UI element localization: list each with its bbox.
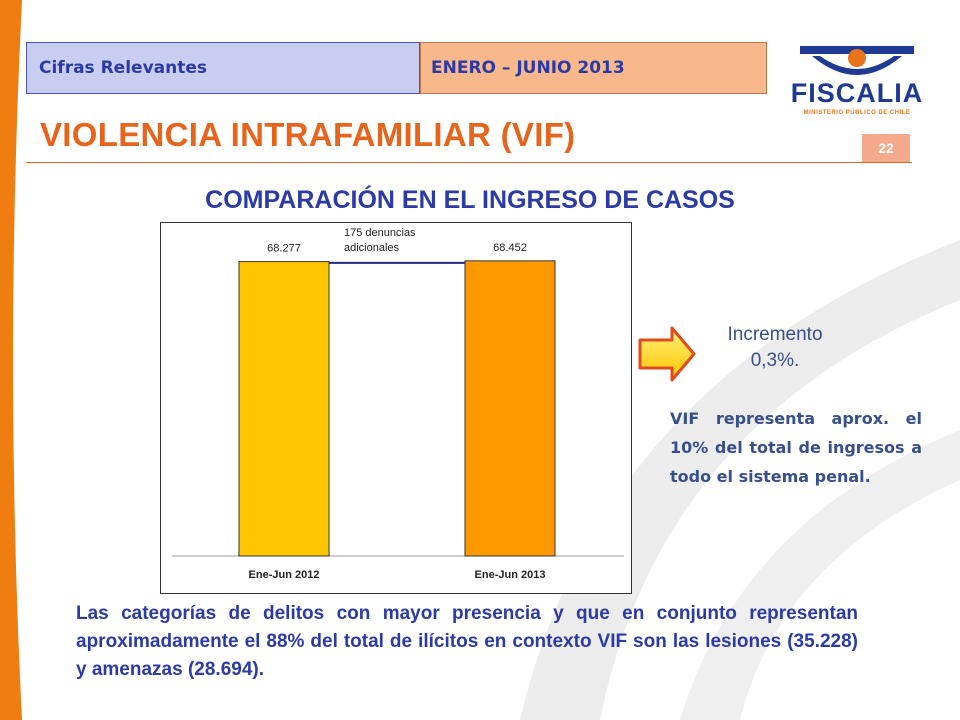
- category-label-1: Ene-Jun 2012: [249, 569, 320, 581]
- bar-1: [238, 261, 330, 557]
- data-label-2: 68.452: [493, 242, 527, 254]
- section-header: Cifras Relevantes: [26, 42, 420, 94]
- page-number-badge: 22: [862, 134, 910, 162]
- bottom-paragraph: Las categorías de delitos con mayor pres…: [76, 603, 858, 680]
- title-divider: [26, 162, 912, 163]
- bar-2: [464, 260, 556, 557]
- fiscalia-logo-icon: [800, 46, 914, 75]
- period-label: ENERO – JUNIO 2013: [431, 58, 625, 78]
- page-title: VIOLENCIA INTRAFAMILIAR (VIF): [40, 116, 576, 153]
- vif-note: VIF representa aprox. el 10% del total d…: [670, 409, 922, 486]
- annotation-text: 175 denuncias adicionales: [344, 227, 416, 254]
- logo-subtitle: MINISTERIO PÚBLICO DE CHILE: [803, 110, 911, 116]
- increment-value: 0,3%.: [750, 350, 800, 371]
- increment-label: Incremento: [727, 324, 823, 345]
- section-label: Cifras Relevantes: [39, 58, 207, 78]
- bar-chart: 68.277 Ene-Jun 2012 68.452 Ene-Jun 2013 175 …: [172, 227, 624, 581]
- category-label-2: Ene-Jun 2013: [475, 569, 546, 581]
- logo-name: FISCALIA: [790, 78, 924, 108]
- data-label-1: 68.277: [267, 243, 301, 255]
- right-arrow-icon: [638, 326, 696, 382]
- increment-block: Incremento 0,3%.: [700, 322, 850, 374]
- left-orange-arc: [0, 0, 22, 720]
- page-number: 22: [878, 140, 894, 156]
- chart-title: COMPARACIÓN EN EL INGRESO DE CASOS: [205, 186, 735, 214]
- period-header: ENERO – JUNIO 2013: [420, 42, 767, 94]
